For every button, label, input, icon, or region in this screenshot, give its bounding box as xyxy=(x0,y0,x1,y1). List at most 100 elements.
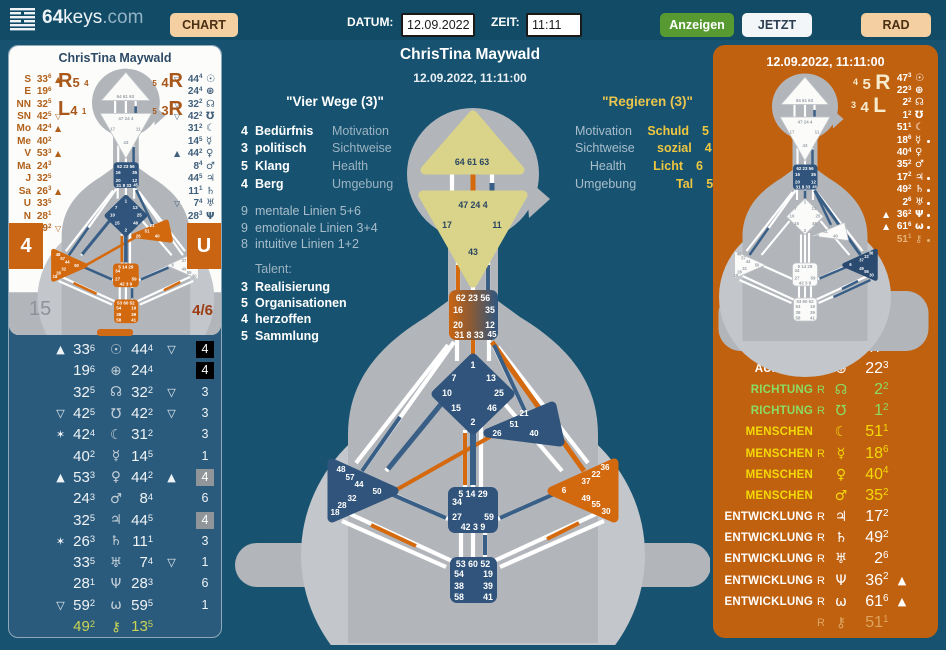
gate-number: 42 xyxy=(36,111,48,123)
rad-button[interactable]: RAD xyxy=(861,13,931,37)
transit-category: MENSCHEN xyxy=(745,489,813,502)
fixing-mark: ▽ xyxy=(174,199,181,209)
retrograde-dot xyxy=(926,197,931,208)
gate-value: 135 xyxy=(126,618,153,635)
linien-count: 9 xyxy=(241,220,248,235)
svg-text:48: 48 xyxy=(737,252,742,257)
gate-number: 40 xyxy=(73,447,90,465)
line-number: 2 xyxy=(199,98,203,106)
transit-table-row[interactable]: ENTWICKLUNG R ♄ 49 2 xyxy=(713,528,938,549)
planet-table-row[interactable]: ▲ 336 ☉ 444 ▽ 4 xyxy=(9,339,221,360)
transit-mini-row: 47 3 ☉ xyxy=(883,72,931,84)
gate-value: 335 xyxy=(68,554,95,571)
transit-table-row[interactable]: MENSCHEN R ☿ 18 6 xyxy=(713,443,938,464)
brand-logo[interactable]: 64keys.com xyxy=(42,7,144,28)
planet-table-row[interactable]: ✶ 424 ☾ 312 3 xyxy=(9,424,221,445)
gate-number: 40 xyxy=(36,135,48,147)
line-number: 2 xyxy=(908,159,912,167)
transit-mini-row: ▲ 61 6 ω xyxy=(883,221,931,233)
weg-row: 4 Berg Umgebung xyxy=(234,175,404,193)
planet-table-row[interactable]: 335 ♅ 74 ▽ 1 xyxy=(9,552,221,573)
transit-table-row[interactable]: ENTWICKLUNG R ♅ 2 6 xyxy=(713,549,938,570)
fixing-mark: ▽ xyxy=(174,99,181,109)
chart-button[interactable]: CHART xyxy=(170,13,238,37)
planet-icon: ⊕ xyxy=(915,85,924,97)
fixing-mark: ▲ xyxy=(55,74,62,84)
fixing-mark: ▲ xyxy=(883,209,890,219)
planet-table-row[interactable]: 492 ⚷ 135 xyxy=(9,616,221,637)
planet-table-row[interactable]: ▽ 425 ℧ 422 ▽ 3 xyxy=(9,403,221,424)
line-number: 6 xyxy=(908,221,912,229)
gate-number: 28 xyxy=(73,575,90,593)
svg-text:42 3 9: 42 3 9 xyxy=(461,522,486,532)
transit-table-row[interactable]: MENSCHEN ☾ 51 1 xyxy=(713,422,938,443)
design-row: S 33 6 ▲ xyxy=(14,73,64,85)
panel-resize-grip[interactable] xyxy=(97,329,133,336)
transit-table-row[interactable]: R ⚷ 51 1 xyxy=(713,612,938,633)
planet-icon: ☾ xyxy=(915,122,924,134)
gate-number: 44 xyxy=(131,468,148,486)
svg-text:42 3 9: 42 3 9 xyxy=(120,282,133,287)
zeit-input[interactable] xyxy=(526,13,582,37)
line-badge: 4 xyxy=(196,511,214,529)
hexagram-logo-icon[interactable] xyxy=(10,7,38,38)
planet-table-row[interactable]: 402 ☿ 145 1 xyxy=(9,445,221,466)
svg-text:51: 51 xyxy=(823,229,828,234)
line-number: 1 xyxy=(883,423,889,435)
personality-row: ▽ 44 4 ☉ xyxy=(174,73,218,85)
svg-text:30: 30 xyxy=(869,273,874,278)
planet-icon: ♀ xyxy=(206,148,214,160)
jetzt-button[interactable]: JETZT xyxy=(742,13,812,37)
svg-text:31 8 33: 31 8 33 xyxy=(796,185,811,190)
planet-icon: ☉ xyxy=(206,73,215,85)
planet-table-row[interactable]: 196 ⊕ 244 4 xyxy=(9,360,221,381)
transit-table-row[interactable]: ENTWICKLUNG R Ψ 36 2 ▲ xyxy=(713,570,938,591)
line-number: 3 xyxy=(199,210,203,218)
planet-table-row[interactable]: 243 ♂ 84 6 xyxy=(9,488,221,509)
planet-table-row[interactable]: 281 Ψ 283 6 xyxy=(9,573,221,594)
transit-table-row[interactable]: MENSCHEN ♀ 40 4 xyxy=(713,464,938,485)
transit-mini-row: 2 6 ♅ xyxy=(883,196,931,208)
transit-table-row[interactable]: RICHTUNG R ℧ 1 2 xyxy=(713,401,938,422)
cross-heading: "Vier Wege (3)" xyxy=(286,94,384,109)
retrograde-dot xyxy=(926,184,931,195)
svg-text:34: 34 xyxy=(452,497,462,507)
gate-number: 26 xyxy=(36,185,48,197)
svg-text:42 3 9: 42 3 9 xyxy=(799,281,812,286)
fixing-mark: ▲ xyxy=(55,186,62,196)
planet-abbrev: SN xyxy=(17,111,31,123)
linien-label: mentale Linien 5+6 xyxy=(255,204,361,219)
svg-text:53 60 52: 53 60 52 xyxy=(117,301,135,306)
planet-abbrev: U xyxy=(23,198,31,210)
gate-number: 42 xyxy=(36,123,48,135)
svg-text:38: 38 xyxy=(796,310,801,315)
design-row: NN 32 5 xyxy=(14,98,64,110)
planet-table-row[interactable]: 325 ☊ 322 ▽ 3 xyxy=(9,382,221,403)
datum-input[interactable] xyxy=(401,13,475,37)
planet-icon: ♅ xyxy=(109,554,123,571)
svg-text:49: 49 xyxy=(859,266,864,271)
line-number: 3 xyxy=(908,84,912,92)
transit-mini-row: 51 1 ☾ xyxy=(883,122,931,134)
transit-table-row[interactable]: MENSCHEN ♂ 35 2 xyxy=(713,485,938,506)
anzeigen-button[interactable]: Anzeigen xyxy=(660,13,734,37)
line-number: 5 xyxy=(48,197,52,205)
transit-table-row[interactable]: ENTWICKLUNG R ♃ 17 2 xyxy=(713,507,938,528)
svg-text:64 61 63: 64 61 63 xyxy=(796,98,814,103)
gate-number: 13 xyxy=(131,618,148,635)
planet-table-row[interactable]: ✶ 263 ♄ 111 3 xyxy=(9,531,221,552)
gate-number: 18 xyxy=(896,134,908,146)
planet-icon: Ψ xyxy=(206,210,215,222)
svg-text:43: 43 xyxy=(803,143,808,148)
planet-table-row[interactable]: ▲ 533 ♀ 442 ▲ 4 xyxy=(9,467,221,488)
svg-text:49: 49 xyxy=(182,267,187,272)
planet-table-row[interactable]: ▽ 592 ω 595 1 xyxy=(9,595,221,616)
design-row: SN 42 5 ▽ xyxy=(14,110,64,122)
transit-table-row[interactable]: RICHTUNG R ☊ 2 2 xyxy=(713,379,938,400)
planet-table-row[interactable]: 325 ♃ 445 4 xyxy=(9,509,221,530)
fixing-mark: ▲ xyxy=(167,470,176,484)
svg-text:27: 27 xyxy=(115,276,121,281)
gate-value: 283 xyxy=(126,575,153,592)
svg-text:1: 1 xyxy=(804,200,807,205)
